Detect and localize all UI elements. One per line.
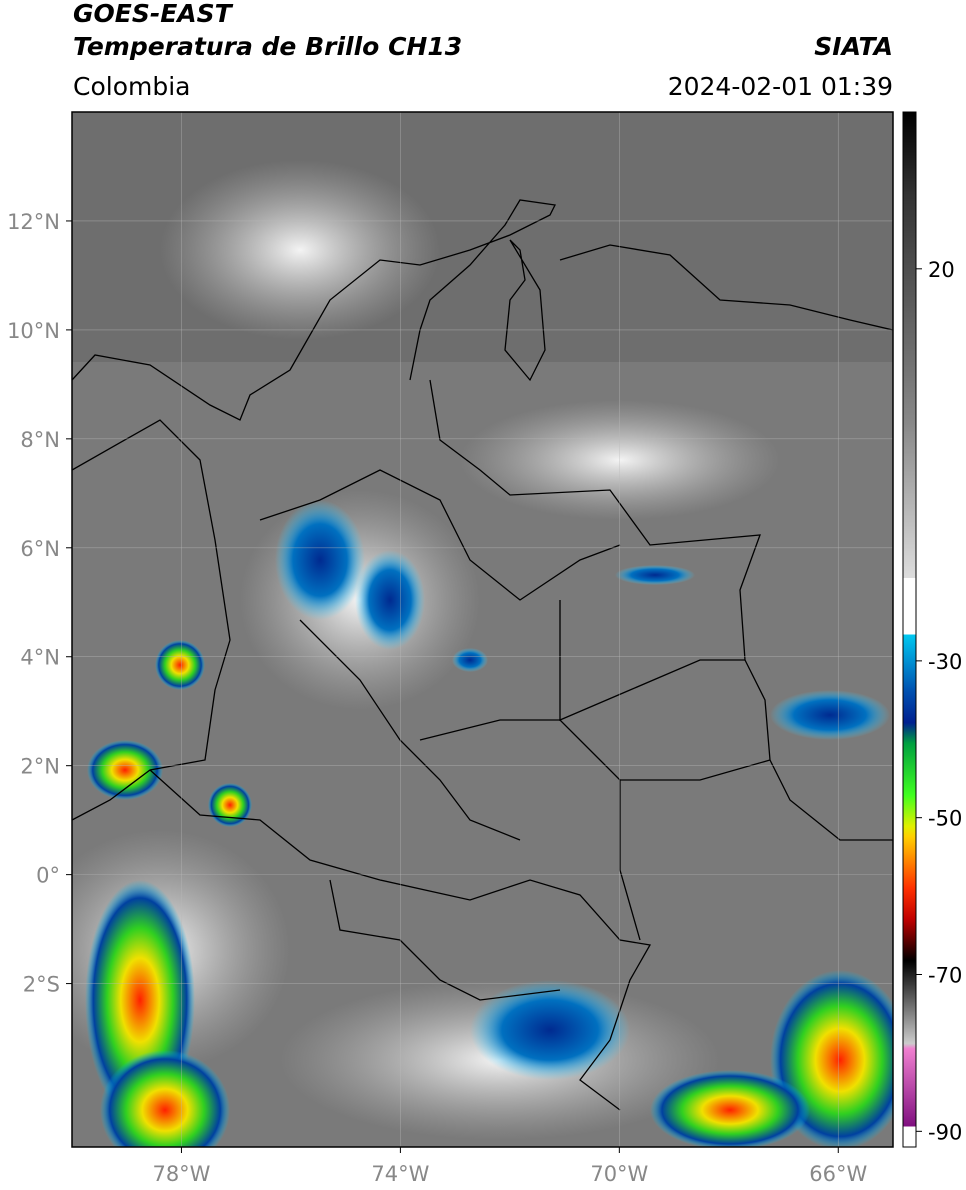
cold-cloud bbox=[275, 500, 365, 620]
y-tick-label: 4°N bbox=[20, 646, 60, 670]
colorbar-label: -90 bbox=[928, 1120, 962, 1144]
border bbox=[620, 759, 771, 781]
x-tick-label: 70°W bbox=[590, 1162, 648, 1186]
lake-maracaibo bbox=[504, 239, 546, 382]
timestamp: 2024-02-01 01:39 bbox=[668, 72, 893, 101]
border bbox=[429, 379, 893, 841]
storm-cell bbox=[155, 640, 205, 690]
department bbox=[299, 619, 521, 841]
storm-cell bbox=[87, 740, 163, 800]
colorbar-label: -30 bbox=[928, 650, 962, 674]
map-frame bbox=[71, 111, 894, 1148]
y-tick-label: 10°N bbox=[7, 319, 60, 343]
cold-cloud bbox=[355, 550, 425, 650]
x-tick-label: 74°W bbox=[371, 1162, 429, 1186]
satellite-image bbox=[72, 112, 893, 1147]
colorbar bbox=[902, 111, 917, 1148]
colorbar-label: -50 bbox=[928, 807, 962, 831]
graticule bbox=[72, 112, 893, 1147]
x-tick-label: 78°W bbox=[152, 1162, 210, 1186]
subtitle: Temperatura de Brillo CH13 bbox=[73, 32, 462, 61]
y-tick-label: 2°N bbox=[20, 755, 60, 779]
border bbox=[149, 769, 652, 1111]
storm-cell bbox=[650, 1070, 810, 1147]
storm-cell bbox=[208, 783, 252, 827]
storm-cell bbox=[100, 1050, 230, 1147]
cold-cloud bbox=[470, 980, 630, 1080]
y-tick-label: 8°N bbox=[20, 428, 60, 452]
colorbar-label: -70 bbox=[928, 964, 962, 988]
colorbar-label: 20 bbox=[928, 258, 955, 282]
department bbox=[419, 719, 641, 941]
pacific-coast bbox=[72, 419, 231, 821]
source: SIATA bbox=[814, 32, 893, 61]
coastline bbox=[559, 244, 893, 331]
cloud bbox=[460, 400, 780, 520]
y-tick-label: 6°N bbox=[20, 537, 60, 561]
cold-cloud bbox=[452, 648, 488, 672]
y-tick-label: 2°S bbox=[23, 973, 60, 997]
cloud bbox=[160, 160, 440, 340]
title: GOES-EAST bbox=[73, 0, 234, 28]
borders bbox=[72, 199, 893, 1111]
cold-cloud bbox=[770, 690, 890, 740]
coastline bbox=[72, 199, 556, 421]
department bbox=[259, 469, 621, 601]
department bbox=[559, 600, 745, 721]
y-tick-label: 12°N bbox=[7, 210, 60, 234]
y-tick-label: 0° bbox=[36, 864, 60, 888]
peru-border bbox=[329, 879, 561, 1001]
cold-cloud bbox=[615, 565, 695, 585]
x-tick-label: 66°W bbox=[809, 1162, 867, 1186]
region: Colombia bbox=[73, 72, 190, 101]
